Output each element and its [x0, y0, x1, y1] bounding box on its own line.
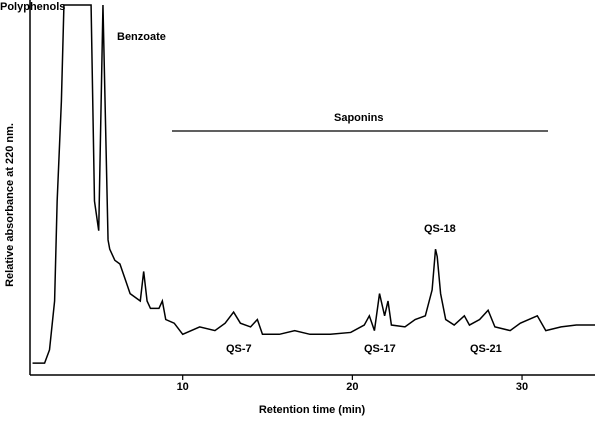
- annotation: Polyphenols: [0, 1, 65, 13]
- x-tick-label: 20: [346, 381, 358, 393]
- annotation: Saponins: [334, 112, 384, 124]
- y-axis-label: Relative absorbance at 220 nm.: [4, 123, 16, 287]
- annotation: QS-18: [424, 223, 456, 235]
- trace: [32, 4, 595, 364]
- annotation: Benzoate: [117, 31, 166, 43]
- annotation: QS-7: [226, 343, 252, 355]
- x-tick-label: 10: [177, 381, 189, 393]
- annotation: QS-17: [364, 343, 396, 355]
- x-axis-label: Retention time (min): [259, 404, 366, 416]
- x-tick-label: 30: [516, 381, 528, 393]
- annotation: QS-21: [470, 343, 502, 355]
